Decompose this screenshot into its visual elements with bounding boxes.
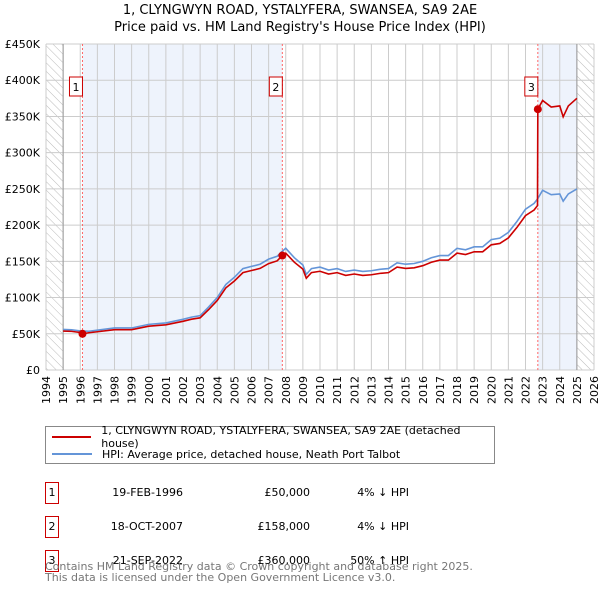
x-tick-label: 1994 bbox=[40, 376, 53, 404]
price-chart: £0 £50K £100K £150K £200K £250K £300K £350K £400… bbox=[5, 38, 600, 404]
legend-item-property: 1, CLYNGWYN ROAD, YSTALYFERA, SWANSEA, S… bbox=[52, 424, 494, 450]
x-tick-label: 2004 bbox=[211, 376, 224, 404]
ownership-shade-2 bbox=[537, 44, 577, 370]
sale-row: 2 18-OCT-2007 £158,000 4% ↓ HPI bbox=[45, 516, 409, 538]
x-tick-label: 2003 bbox=[194, 376, 207, 404]
sale-hpi-diff: 4% ↓ HPI bbox=[357, 486, 409, 499]
x-tick-label: 2013 bbox=[365, 376, 378, 404]
sale-badge-3 bbox=[524, 76, 539, 97]
x-tick-label: 2025 bbox=[571, 376, 584, 404]
footer-line-1: Contains HM Land Registry data © Crown c… bbox=[45, 560, 473, 573]
x-tick-label: 2006 bbox=[246, 376, 259, 404]
sale-badge-label: 2 bbox=[272, 81, 279, 94]
hpi-line bbox=[63, 188, 578, 333]
y-tick-label: £200K bbox=[5, 219, 41, 232]
x-tick-label: 2026 bbox=[588, 376, 600, 404]
sale-price: £158,000 bbox=[257, 520, 311, 533]
y-tick-label: £300K bbox=[5, 147, 41, 160]
x-tick-label: 2002 bbox=[177, 376, 190, 404]
sale-date: 18-OCT-2007 bbox=[110, 520, 183, 533]
y-tick-label: £350K bbox=[5, 110, 41, 123]
x-tick-label: 2007 bbox=[263, 376, 276, 404]
x-tick-label: 2020 bbox=[485, 376, 498, 404]
x-tick-label: 2024 bbox=[554, 376, 567, 404]
legend-swatch bbox=[52, 453, 92, 455]
y-tick-label: £150K bbox=[5, 255, 41, 268]
sale-hpi-diff: 50% ↑ HPI bbox=[350, 554, 409, 567]
x-tick-label: 2021 bbox=[502, 376, 515, 404]
sale-badge: 3 bbox=[45, 550, 59, 572]
x-tick-label: 2012 bbox=[348, 376, 361, 404]
sale-badge-1 bbox=[68, 76, 83, 97]
sale-hpi-diff: 4% ↓ HPI bbox=[357, 520, 409, 533]
legend-swatch bbox=[52, 436, 92, 438]
sale-badge-label: 3 bbox=[528, 81, 535, 94]
x-tick-label: 1995 bbox=[57, 376, 70, 404]
x-tick-label: 2022 bbox=[520, 376, 533, 404]
sale-row: 1 19-FEB-1996 £50,000 4% ↓ HPI bbox=[45, 482, 409, 504]
y-tick-label: £450K bbox=[5, 38, 41, 51]
x-tick-label: 2015 bbox=[400, 376, 413, 404]
x-tick-label: 1997 bbox=[91, 376, 104, 404]
x-tick-label: 2014 bbox=[383, 376, 396, 404]
chart-subtitle: Price paid vs. HM Land Registry's House … bbox=[114, 20, 486, 35]
y-tick-label: £250K bbox=[5, 183, 41, 196]
sale-badge: 1 bbox=[45, 482, 59, 504]
hatched-region-after bbox=[576, 44, 594, 370]
x-tick-label: 2017 bbox=[434, 376, 447, 404]
sale-badge: 2 bbox=[45, 516, 59, 538]
sale-price: £50,000 bbox=[264, 486, 311, 499]
x-tick-label: 2008 bbox=[280, 376, 293, 404]
x-tick-label: 2018 bbox=[451, 376, 464, 404]
legend-label: HPI: Average price, detached house, Neat… bbox=[102, 447, 401, 461]
hatched-region-before bbox=[46, 44, 64, 370]
sale-point bbox=[533, 105, 542, 114]
x-tick-label: 2001 bbox=[160, 376, 173, 404]
ownership-shade-1 bbox=[82, 44, 283, 370]
x-tick-label: 2005 bbox=[228, 376, 241, 404]
y-tick-label: £100K bbox=[5, 292, 41, 305]
legend-label: 1, CLYNGWYN ROAD, YSTALYFERA, SWANSEA, S… bbox=[101, 424, 461, 450]
sale-badge-label: 1 bbox=[72, 81, 79, 94]
x-tick-label: 1998 bbox=[109, 376, 122, 404]
x-tick-label: 2009 bbox=[297, 376, 310, 404]
x-tick-label: 1996 bbox=[74, 376, 87, 404]
sale-badge-2 bbox=[268, 76, 283, 97]
sale-date: 21-SEP-2022 bbox=[112, 554, 183, 567]
x-tick-label: 2016 bbox=[417, 376, 430, 404]
sale-point bbox=[278, 251, 287, 260]
y-tick-label: £0 bbox=[26, 364, 40, 377]
x-tick-label: 2019 bbox=[468, 376, 481, 404]
price-paid-line bbox=[63, 97, 578, 335]
footer-line-2: This data is licensed under the Open Gov… bbox=[45, 571, 396, 584]
x-tick-label: 2023 bbox=[537, 376, 550, 404]
y-tick-label: £400K bbox=[5, 74, 41, 87]
chart-title: 1, CLYNGWYN ROAD, YSTALYFERA, SWANSEA, S… bbox=[122, 3, 478, 18]
sale-price: £360,000 bbox=[257, 554, 311, 567]
x-tick-label: 2000 bbox=[143, 376, 156, 404]
y-tick-label: £50K bbox=[12, 328, 41, 341]
legend-item-hpi: HPI: Average price, detached house, Neat… bbox=[52, 446, 400, 462]
sale-point bbox=[78, 329, 87, 338]
x-tick-label: 2010 bbox=[314, 376, 327, 404]
legend: 1, CLYNGWYN ROAD, YSTALYFERA, SWANSEA, S… bbox=[45, 424, 495, 464]
x-tick-label: 2011 bbox=[331, 376, 344, 404]
sale-row: 3 21-SEP-2022 £360,000 50% ↑ HPI bbox=[45, 550, 409, 572]
x-tick-label: 1999 bbox=[126, 376, 139, 404]
sale-date: 19-FEB-1996 bbox=[112, 486, 183, 499]
